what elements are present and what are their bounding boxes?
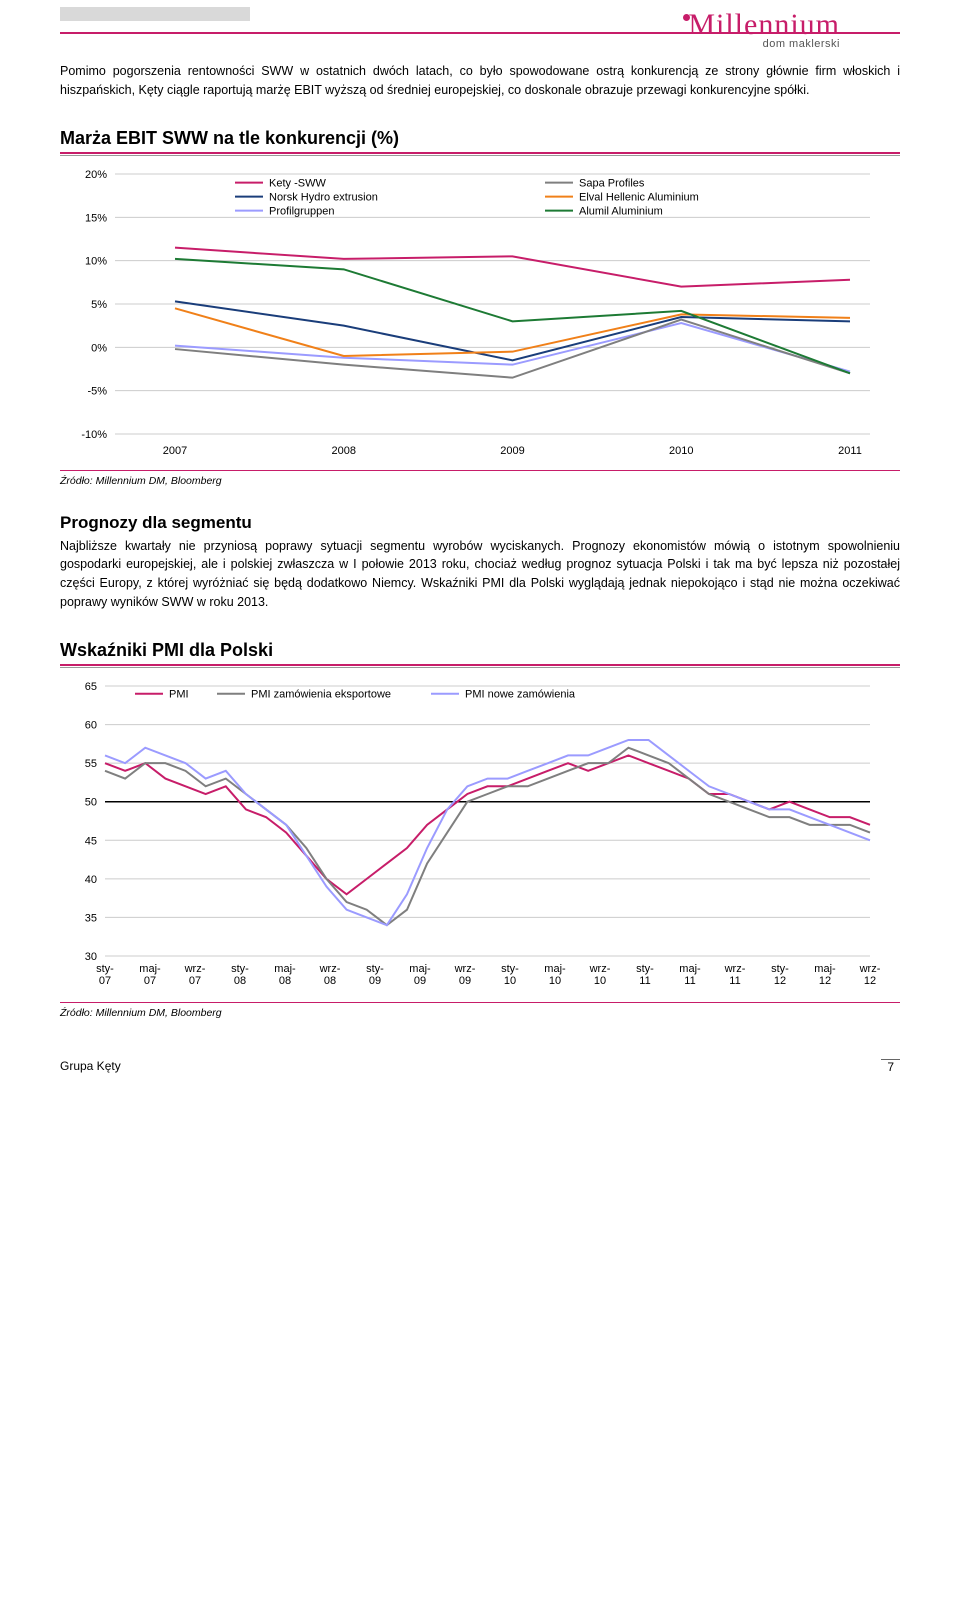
svg-text:PMI nowe zamówienia: PMI nowe zamówienia — [465, 688, 576, 700]
page-footer: Grupa Kęty 7 — [60, 1059, 900, 1074]
svg-text:sty-: sty- — [96, 963, 114, 975]
page: Millennium dom maklerski Pomimo pogorsze… — [60, 0, 900, 1074]
svg-text:15%: 15% — [85, 212, 107, 224]
svg-text:07: 07 — [99, 975, 111, 987]
footer-page-number: 7 — [881, 1059, 900, 1074]
chart1-title-underline — [60, 152, 900, 156]
intro-paragraph: Pomimo pogorszenia rentowności SWW w ost… — [60, 62, 900, 100]
svg-text:maj-: maj- — [139, 963, 161, 975]
svg-text:11: 11 — [684, 975, 695, 987]
svg-text:Profilgruppen: Profilgruppen — [269, 205, 334, 217]
chart2-source: Źródło: Millennium DM, Bloomberg — [60, 1002, 900, 1019]
svg-text:wrz-: wrz- — [589, 963, 611, 975]
svg-text:maj-: maj- — [679, 963, 701, 975]
chart2: 30 35 40 45 50 55 60 65 PMI PMI zamówienia ekspor… — [60, 676, 900, 996]
svg-text:09: 09 — [414, 975, 426, 987]
svg-text:maj-: maj- — [544, 963, 566, 975]
svg-text:11: 11 — [729, 975, 740, 987]
svg-text:35: 35 — [85, 912, 97, 924]
svg-text:PMI zamówienia eksportowe: PMI zamówienia eksportowe — [251, 688, 391, 700]
svg-text:5%: 5% — [91, 299, 107, 311]
svg-text:Norsk Hydro extrusion: Norsk Hydro extrusion — [269, 191, 378, 203]
svg-text:09: 09 — [369, 975, 381, 987]
brand-logo: Millennium dom maklerski — [683, 8, 840, 50]
chart1-source: Źródło: Millennium DM, Bloomberg — [60, 470, 900, 487]
svg-text:Elval Hellenic Aluminium: Elval Hellenic Aluminium — [579, 191, 699, 203]
svg-text:Sapa Profiles: Sapa Profiles — [579, 177, 645, 189]
svg-text:maj-: maj- — [814, 963, 836, 975]
svg-text:10: 10 — [504, 975, 516, 987]
svg-text:12: 12 — [774, 975, 786, 987]
svg-text:2011: 2011 — [838, 445, 862, 457]
svg-text:30: 30 — [85, 951, 97, 963]
chart2-title: Wskaźniki PMI dla Polski — [60, 640, 900, 661]
svg-text:sty-: sty- — [231, 963, 249, 975]
svg-text:65: 65 — [85, 681, 97, 693]
svg-text:12: 12 — [819, 975, 831, 987]
svg-text:wrz-: wrz- — [319, 963, 341, 975]
svg-text:60: 60 — [85, 719, 97, 731]
svg-text:08: 08 — [279, 975, 291, 987]
body-paragraph: Najbliższe kwartały nie przyniosą popraw… — [60, 537, 900, 612]
svg-text:10: 10 — [549, 975, 561, 987]
svg-text:-5%: -5% — [87, 385, 107, 397]
svg-text:PMI: PMI — [169, 688, 189, 700]
chart2-svg: 30 35 40 45 50 55 60 65 PMI PMI zamówienia ekspor… — [60, 676, 880, 996]
svg-text:0%: 0% — [91, 342, 107, 354]
svg-text:wrz-: wrz- — [184, 963, 206, 975]
chart2-title-underline — [60, 664, 900, 668]
svg-text:12: 12 — [864, 975, 876, 987]
chart1-svg: -10% -5% 0% 5% 10% 15% 20% Kety -SWW Norsk Hydro… — [60, 164, 880, 464]
svg-text:10: 10 — [594, 975, 606, 987]
svg-text:2007: 2007 — [163, 445, 187, 457]
svg-text:08: 08 — [234, 975, 246, 987]
svg-text:07: 07 — [189, 975, 201, 987]
svg-text:55: 55 — [85, 758, 97, 770]
svg-text:wrz-: wrz- — [859, 963, 880, 975]
brand-name: Millennium — [683, 8, 840, 42]
svg-text:sty-: sty- — [636, 963, 654, 975]
svg-text:11: 11 — [639, 975, 650, 987]
svg-text:sty-: sty- — [771, 963, 789, 975]
svg-text:sty-: sty- — [501, 963, 519, 975]
svg-text:Alumil Aluminium: Alumil Aluminium — [579, 205, 663, 217]
chart1-title: Marża EBIT SWW na tle konkurencji (%) — [60, 128, 900, 149]
section-heading: Prognozy dla segmentu — [60, 513, 900, 533]
svg-text:Kety -SWW: Kety -SWW — [269, 177, 326, 189]
svg-text:45: 45 — [85, 835, 97, 847]
svg-text:07: 07 — [144, 975, 156, 987]
header-grey-block — [60, 7, 250, 21]
svg-text:sty-: sty- — [366, 963, 384, 975]
svg-text:50: 50 — [85, 796, 97, 808]
svg-text:maj-: maj- — [274, 963, 296, 975]
svg-text:2010: 2010 — [669, 445, 693, 457]
chart1: -10% -5% 0% 5% 10% 15% 20% Kety -SWW Norsk Hydro… — [60, 164, 900, 464]
svg-text:08: 08 — [324, 975, 336, 987]
svg-text:09: 09 — [459, 975, 471, 987]
footer-left: Grupa Kęty — [60, 1059, 121, 1074]
svg-text:2008: 2008 — [332, 445, 356, 457]
svg-text:-10%: -10% — [81, 429, 107, 441]
svg-text:maj-: maj- — [409, 963, 431, 975]
svg-text:wrz-: wrz- — [724, 963, 746, 975]
svg-text:10%: 10% — [85, 255, 107, 267]
svg-text:40: 40 — [85, 873, 97, 885]
svg-text:2009: 2009 — [500, 445, 524, 457]
svg-text:wrz-: wrz- — [454, 963, 476, 975]
svg-text:20%: 20% — [85, 169, 107, 181]
